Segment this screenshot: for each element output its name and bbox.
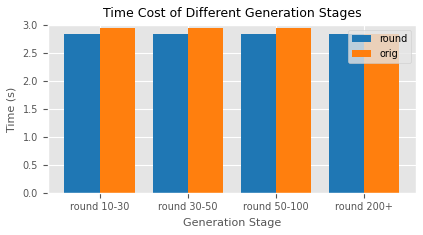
Bar — [329, 34, 364, 193]
Title: Time Cost of Different Generation Stages: Time Cost of Different Generation Stages — [102, 7, 361, 20]
Legend: round, orig: round, orig — [348, 30, 411, 63]
Y-axis label: Time (s): Time (s) — [7, 86, 17, 132]
Bar — [100, 27, 135, 193]
Bar — [153, 34, 188, 193]
Bar — [241, 34, 276, 193]
Bar — [188, 27, 223, 193]
X-axis label: Generation Stage: Generation Stage — [183, 218, 281, 228]
Bar — [276, 27, 311, 193]
Bar — [64, 34, 100, 193]
Bar — [364, 34, 399, 193]
